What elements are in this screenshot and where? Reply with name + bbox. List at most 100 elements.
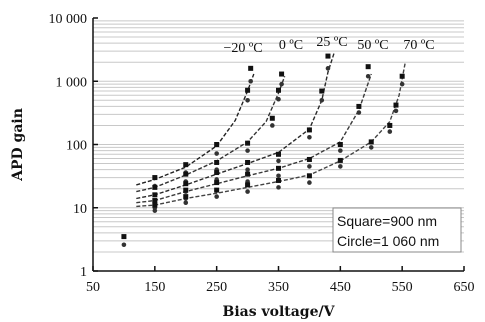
square-point	[393, 102, 399, 108]
circle-point	[319, 97, 325, 103]
series-label: 25 ºC	[316, 35, 347, 50]
square-point	[214, 187, 220, 193]
circle-point	[214, 194, 219, 199]
y-axis-title: APD gain	[10, 108, 26, 182]
circle-point	[338, 164, 343, 169]
x-tick-label: 150	[144, 280, 165, 295]
fit-curve	[136, 52, 335, 200]
square-point	[325, 53, 331, 59]
square-point	[306, 173, 312, 179]
square-point	[337, 142, 343, 147]
circle-point	[307, 180, 312, 185]
x-tick-label: 350	[268, 280, 289, 295]
square-point	[245, 87, 251, 93]
square-point	[276, 87, 281, 93]
series-label: −20 ºC	[223, 41, 262, 56]
series-label: 70 ºC	[403, 38, 434, 53]
circle-point	[245, 148, 250, 153]
square-point	[279, 71, 285, 77]
square-point	[121, 234, 127, 240]
square-point	[152, 198, 158, 204]
axes: 1 10 100 1 000 10 000 50 150 250 350 450 550 650	[49, 12, 475, 295]
x-tick-label: 250	[206, 280, 227, 295]
square-point	[306, 127, 312, 133]
square-point	[214, 180, 220, 186]
circle-point	[214, 151, 219, 156]
circle-point	[325, 66, 331, 71]
fit-curve	[136, 73, 372, 204]
square-point	[276, 177, 281, 183]
x-tick-label: 550	[392, 280, 413, 295]
square-point	[276, 165, 281, 171]
fit-curve	[136, 75, 286, 193]
square-point	[365, 64, 371, 70]
fit-curve	[136, 62, 406, 208]
square-point	[276, 151, 281, 157]
square-point	[183, 194, 189, 200]
x-axis-title: Bias voltage/V	[223, 304, 336, 320]
square-point	[152, 192, 158, 198]
square-point	[399, 73, 405, 79]
circle-point	[276, 185, 281, 190]
circle-point	[183, 200, 189, 206]
square-point	[183, 162, 189, 168]
circle-point	[368, 145, 374, 150]
square-point	[319, 88, 325, 94]
circle-point	[245, 167, 250, 172]
square-point	[183, 181, 189, 187]
square-point	[368, 139, 374, 145]
x-tick-label: 450	[330, 280, 351, 295]
square-point	[337, 157, 343, 163]
circle-point	[356, 110, 362, 115]
square-point	[245, 140, 251, 146]
circle-point	[387, 129, 393, 134]
circle-point	[276, 173, 281, 179]
square-point	[248, 65, 254, 71]
circle-point	[365, 73, 371, 79]
square-point	[152, 202, 158, 208]
y-tick-label: 10	[73, 202, 87, 217]
legend-frame	[332, 207, 462, 253]
series-label: 50 ºC	[357, 38, 388, 53]
square-point	[152, 175, 158, 181]
square-point	[183, 171, 189, 177]
square-point	[387, 122, 393, 128]
circle-point	[307, 134, 312, 140]
fit-curves	[136, 52, 406, 208]
circle-point	[245, 189, 250, 194]
series-labels: −20 ºC 0 ºC 25 ºC 50 ºC 70 ºC	[223, 35, 434, 56]
square-point	[269, 115, 275, 121]
y-tick-label: 10 000	[49, 12, 88, 27]
series-label: 0 ºC	[279, 38, 303, 53]
circle-point	[338, 148, 343, 153]
circle-point	[270, 123, 275, 128]
circle-point	[121, 242, 127, 248]
y-tick-label: 1	[80, 265, 87, 280]
circle-point	[248, 78, 253, 84]
square-point	[356, 103, 362, 109]
legend-square-text: Square=900 nm	[337, 213, 437, 229]
legend-circle-text: Circle=1 060 nm	[337, 233, 439, 249]
square-point	[245, 182, 251, 188]
circle-point	[399, 81, 405, 87]
circle-point	[152, 208, 158, 213]
x-tick-label: 50	[86, 280, 100, 295]
square-point	[214, 170, 220, 176]
square-point	[152, 184, 158, 190]
circle-point	[279, 81, 284, 87]
square-point	[183, 187, 189, 193]
square-point	[245, 171, 251, 177]
y-tick-label: 100	[66, 139, 87, 154]
circle-point	[307, 164, 312, 169]
square-point	[245, 159, 251, 165]
x-tick-label: 650	[454, 280, 475, 295]
circle-point	[276, 96, 281, 102]
square-point	[306, 156, 312, 162]
square-point	[214, 142, 220, 147]
circle-point	[276, 158, 281, 164]
data-marks	[121, 53, 405, 248]
circle-point	[245, 97, 250, 103]
y-tick-label: 1 000	[56, 75, 88, 90]
